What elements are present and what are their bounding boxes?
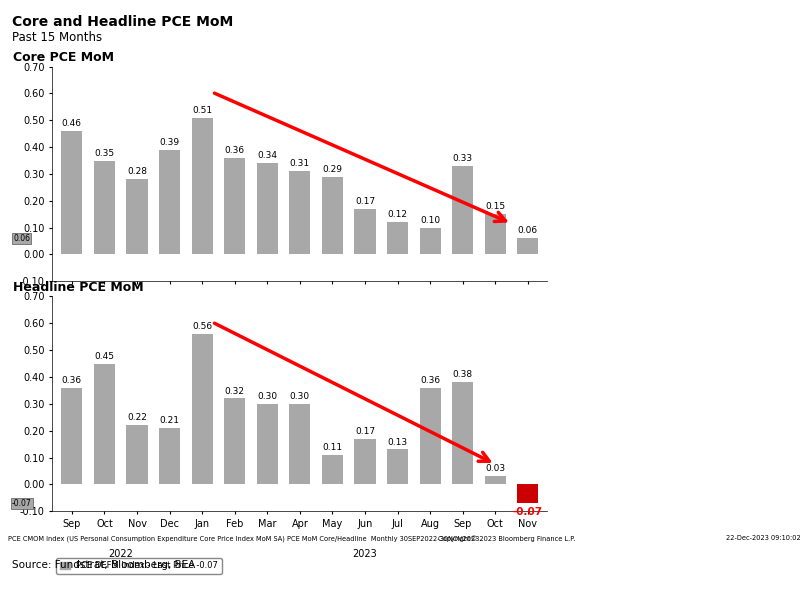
Text: 0.32: 0.32 <box>225 387 245 396</box>
Text: 0.34: 0.34 <box>258 151 277 160</box>
Bar <box>485 214 506 255</box>
Text: 0.39: 0.39 <box>159 138 180 147</box>
Text: 0.35: 0.35 <box>94 149 114 157</box>
Text: 0.29: 0.29 <box>323 165 342 174</box>
Text: Copyright© 2023 Bloomberg Finance L.P.: Copyright© 2023 Bloomberg Finance L.P. <box>439 535 576 542</box>
Bar <box>354 439 376 485</box>
Bar <box>289 171 311 255</box>
Bar <box>452 382 473 485</box>
Text: 0.06: 0.06 <box>13 234 30 243</box>
Text: 0.17: 0.17 <box>355 197 375 206</box>
Bar <box>159 428 180 485</box>
Text: 0.30: 0.30 <box>290 392 310 401</box>
Text: 2023: 2023 <box>353 549 378 559</box>
Bar <box>94 364 115 485</box>
Text: Core PCE MoM: Core PCE MoM <box>13 51 114 64</box>
Legend: PCE DEFM Index - Last Price -0.07: PCE DEFM Index - Last Price -0.07 <box>56 558 221 574</box>
Bar <box>322 177 343 255</box>
Text: 0.56: 0.56 <box>192 322 213 331</box>
Text: Core and Headline PCE MoM: Core and Headline PCE MoM <box>12 15 233 29</box>
Bar <box>518 238 539 255</box>
Bar <box>322 455 343 485</box>
Text: Headline PCE MoM: Headline PCE MoM <box>13 281 143 294</box>
Bar <box>257 404 278 485</box>
Bar <box>257 163 278 255</box>
Bar <box>419 227 440 255</box>
Text: 0.17: 0.17 <box>355 427 375 436</box>
Bar <box>518 485 539 503</box>
Text: 0.31: 0.31 <box>290 159 310 168</box>
Text: 0.28: 0.28 <box>127 168 147 176</box>
Text: 0.22: 0.22 <box>127 413 147 422</box>
Text: 0.38: 0.38 <box>452 370 473 379</box>
Text: 0.30: 0.30 <box>258 392 278 401</box>
Bar <box>485 476 506 485</box>
Text: 0.06: 0.06 <box>518 226 538 235</box>
Text: 0.36: 0.36 <box>225 146 245 155</box>
Bar <box>126 425 147 485</box>
Text: -0.07: -0.07 <box>12 499 31 508</box>
Text: 22-Dec-2023 09:10:02: 22-Dec-2023 09:10:02 <box>726 535 801 541</box>
Text: 0.03: 0.03 <box>485 465 506 473</box>
Text: 0.36: 0.36 <box>420 376 440 385</box>
Bar <box>159 150 180 255</box>
Bar <box>192 334 213 485</box>
Bar <box>452 166 473 255</box>
Text: 0.15: 0.15 <box>485 202 506 211</box>
Text: 2022: 2022 <box>109 549 133 559</box>
Bar <box>289 404 311 485</box>
Text: 0.46: 0.46 <box>62 119 82 128</box>
Text: 0.36: 0.36 <box>62 376 82 385</box>
Text: -0.07: -0.07 <box>513 506 543 517</box>
Text: 0.45: 0.45 <box>94 352 114 361</box>
Bar <box>61 388 82 485</box>
Text: Past 15 Months: Past 15 Months <box>12 31 102 44</box>
Text: 0.51: 0.51 <box>192 106 213 114</box>
Bar <box>224 399 246 485</box>
Bar <box>94 160 115 255</box>
Text: 0.13: 0.13 <box>387 437 407 446</box>
Bar <box>224 158 246 255</box>
Text: 0.11: 0.11 <box>322 443 342 452</box>
Bar <box>387 450 408 485</box>
Bar <box>126 179 147 255</box>
Text: 0.12: 0.12 <box>387 211 407 219</box>
Bar <box>387 222 408 255</box>
Bar <box>61 131 82 255</box>
Text: Source: Fundstrat, Bloomberg, BEA: Source: Fundstrat, Bloomberg, BEA <box>12 560 196 570</box>
Text: 0.21: 0.21 <box>159 416 180 425</box>
Text: PCE CMOM Index (US Personal Consumption Expenditure Core Price Index MoM SA) PCE: PCE CMOM Index (US Personal Consumption … <box>8 535 480 542</box>
Bar <box>192 117 213 255</box>
Text: 0.33: 0.33 <box>452 154 473 163</box>
Bar <box>354 209 376 255</box>
Text: 0.10: 0.10 <box>420 215 440 224</box>
Legend: PCE CMOM Index - Last Price 0.06: PCE CMOM Index - Last Price 0.06 <box>56 314 222 330</box>
Bar <box>419 388 440 485</box>
